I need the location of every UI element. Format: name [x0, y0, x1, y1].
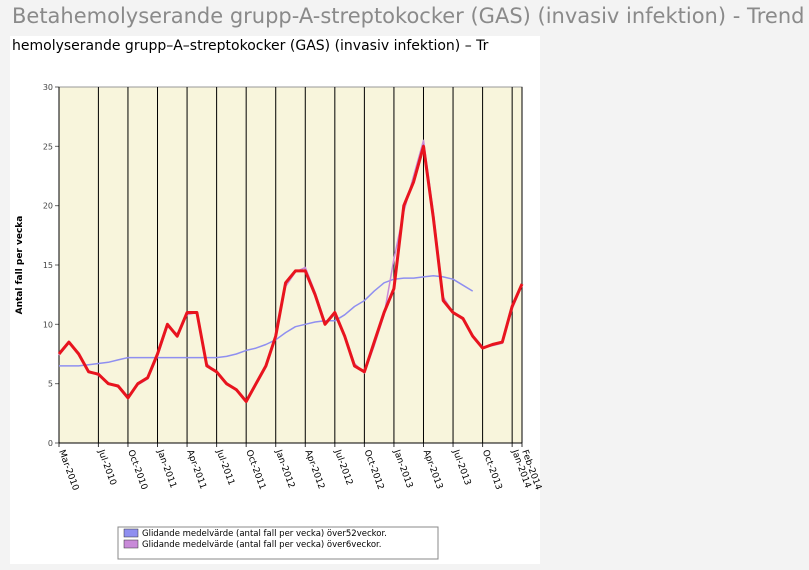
x-tick-label: Oct-2013 [480, 449, 504, 492]
page-title: Betahemolyserande grupp-A-streptokocker … [12, 4, 805, 28]
x-tick-label: Mar-2010 [56, 449, 80, 493]
y-axis-label: Antal fall per vecka [15, 216, 25, 315]
x-tick-label: Jan-2012 [273, 448, 296, 490]
y-tick-label: 20 [43, 202, 53, 211]
chart-subtitle: hemolyserande grupp–A–streptokocker (GAS… [12, 38, 489, 54]
x-tick-label: Jan-2011 [154, 448, 177, 490]
x-tick-label: Oct-2012 [362, 449, 386, 492]
series-line [57, 144, 524, 403]
x-tick-label: Jul-2011 [213, 448, 235, 487]
x-tick-label: Jul-2010 [95, 448, 117, 487]
legend-label: Glidande medelvärde (antal fall per veck… [142, 529, 387, 539]
series-line [59, 274, 474, 367]
x-tick-label: Apr-2012 [302, 449, 325, 491]
x-tick-label: Oct-2010 [125, 449, 149, 492]
y-tick-label: 30 [43, 83, 53, 92]
x-tick-label: Oct-2011 [243, 449, 267, 492]
legend-box [117, 526, 439, 560]
legend-swatch [123, 539, 139, 549]
x-tick-label: Apr-2011 [184, 449, 207, 491]
x-tick-label: Jul-2012 [332, 448, 354, 487]
x-tick-label: Jul-2013 [450, 448, 472, 487]
legend-swatch [123, 528, 139, 538]
y-tick-label: 10 [43, 320, 53, 329]
x-tick-label: Apr-2013 [421, 449, 444, 491]
legend-label: Glidande medelvärde (antal fall per veck… [142, 540, 381, 550]
x-tick-label: Jan-2013 [391, 448, 414, 490]
y-tick-label: 15 [43, 261, 53, 270]
y-tick-label: 25 [43, 142, 53, 151]
y-tick-label: 0 [48, 439, 53, 448]
y-tick-label: 5 [48, 380, 53, 389]
